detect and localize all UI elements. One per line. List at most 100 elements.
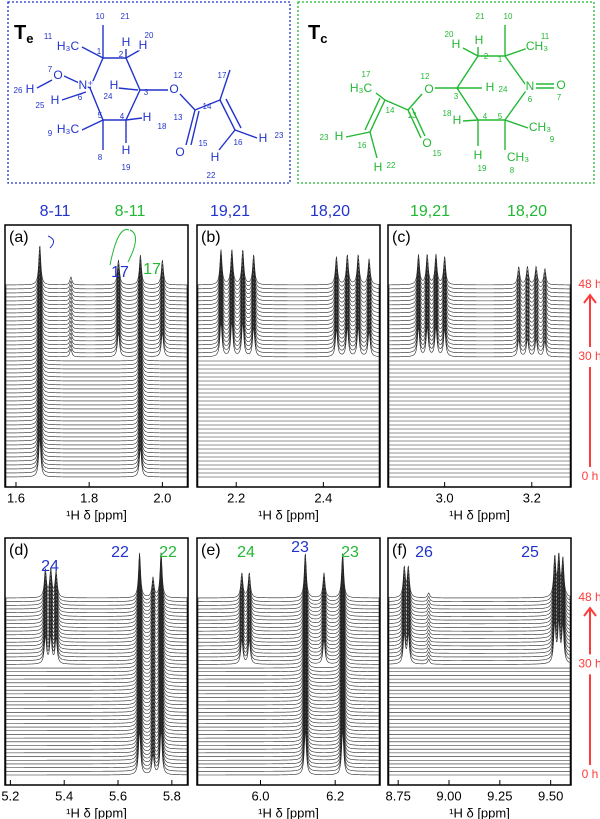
atom-label: O	[175, 145, 184, 159]
atom-label: H	[26, 82, 35, 96]
atom-label: 9	[550, 135, 555, 144]
x-axis-label: ¹H δ [ppm]	[66, 507, 127, 522]
peak-header: 18,20	[507, 203, 547, 220]
x-tick-label: 5.6	[109, 788, 127, 803]
peak-annotation: 25	[521, 544, 539, 561]
bond	[225, 98, 242, 129]
bond	[89, 87, 104, 121]
atom-label: 7	[557, 93, 562, 102]
bond	[369, 99, 386, 133]
atom-label: 10	[96, 12, 105, 21]
bond	[89, 57, 104, 89]
atom-label: 12	[421, 72, 430, 81]
atom-label: 26	[14, 86, 23, 95]
x-tick-label: 2.2	[227, 490, 245, 505]
peak-annotation: 22	[159, 544, 177, 561]
bond	[345, 131, 371, 138]
atom-label: 20	[145, 31, 154, 40]
x-tick-label: 6.0	[251, 788, 269, 803]
atom-label: 20	[445, 30, 454, 39]
panel-frame	[196, 537, 381, 786]
atom-label: 22	[207, 171, 216, 180]
atom-label: 10	[504, 12, 513, 21]
panel-label: (d)	[9, 542, 29, 559]
atom-label: H	[335, 129, 344, 143]
atom-label: H	[474, 148, 483, 162]
atom-label: 6	[78, 93, 83, 102]
bond	[219, 69, 231, 101]
atom-label: H	[452, 37, 461, 51]
atom-label: H	[211, 150, 220, 164]
spectrum-trace	[197, 726, 380, 785]
bond	[190, 110, 200, 146]
title-letter: T	[308, 22, 320, 44]
x-tick-label: 1.8	[80, 490, 98, 505]
atom-label: H₃C	[57, 39, 80, 53]
atom-label: H₃C	[350, 81, 373, 95]
bond	[218, 129, 236, 151]
atom-label: CH₃	[529, 120, 551, 134]
bond	[185, 109, 196, 146]
x-tick-label: 1.6	[7, 490, 25, 505]
atom-label: O	[53, 68, 62, 82]
bond	[125, 57, 141, 91]
panel-frame	[196, 224, 381, 488]
atom-label: 3	[144, 88, 149, 97]
atom-label: 21	[476, 12, 485, 21]
bond	[407, 109, 422, 139]
spectra	[5, 552, 188, 785]
bond	[179, 93, 196, 111]
atom-label: H	[110, 78, 119, 92]
title-subscript: e	[26, 31, 33, 46]
peak-header: 8-11	[40, 203, 71, 220]
x-tick-label: 2.0	[153, 490, 171, 505]
x-tick-label: 9.00	[436, 788, 461, 803]
bond	[81, 46, 104, 59]
atom-label: 4	[120, 112, 125, 121]
structure-title: Tc	[308, 22, 327, 46]
x-axis-label: ¹H δ [ppm]	[449, 507, 510, 522]
spectra	[5, 245, 188, 487]
bond	[194, 99, 221, 111]
atom-label: 14	[203, 102, 212, 111]
atom-label: 23	[275, 131, 284, 140]
spectra	[388, 253, 571, 487]
x-tick-label: 5.4	[55, 788, 73, 803]
atom-label: 9	[48, 129, 53, 138]
panel-frame	[4, 224, 189, 488]
atom-label: 24	[499, 85, 508, 94]
atom-label: H	[122, 35, 131, 49]
atom-label: H	[486, 80, 495, 94]
atom-label: 15	[433, 149, 442, 158]
atom-label: 18	[158, 122, 167, 131]
time-arrowhead	[583, 293, 597, 304]
atom-label: 25	[36, 101, 45, 110]
structure-box	[297, 1, 595, 184]
x-tick-label: 9.25	[487, 788, 512, 803]
bond	[504, 47, 529, 57]
time-label: 48 h	[578, 277, 600, 291]
bond	[375, 92, 386, 101]
atom-label: 12	[174, 71, 183, 80]
atom-label: 11	[44, 32, 53, 41]
x-tick-label: 5.8	[163, 788, 181, 803]
bond	[504, 119, 529, 129]
x-tick-label: 3.0	[436, 490, 454, 505]
title-subscript: c	[320, 31, 327, 46]
x-axis-label: ¹H δ [ppm]	[449, 805, 510, 819]
spectrum-trace	[197, 476, 380, 487]
x-axis-label: ¹H δ [ppm]	[66, 805, 127, 819]
panel-label: (c)	[392, 229, 411, 246]
bond	[462, 119, 479, 122]
atom-label: 3	[454, 92, 459, 101]
atom-label: H	[122, 143, 131, 157]
structure-box	[7, 1, 291, 184]
atom-label: 13	[174, 113, 183, 122]
peak-header: 19,21	[210, 203, 250, 220]
atom-label: 19	[478, 164, 487, 173]
atom-label: 5	[98, 111, 103, 120]
atom-label: 14	[386, 106, 395, 115]
time-label: 0 h	[582, 469, 599, 483]
bond	[369, 131, 378, 159]
peak-annotation: 17	[143, 261, 161, 278]
